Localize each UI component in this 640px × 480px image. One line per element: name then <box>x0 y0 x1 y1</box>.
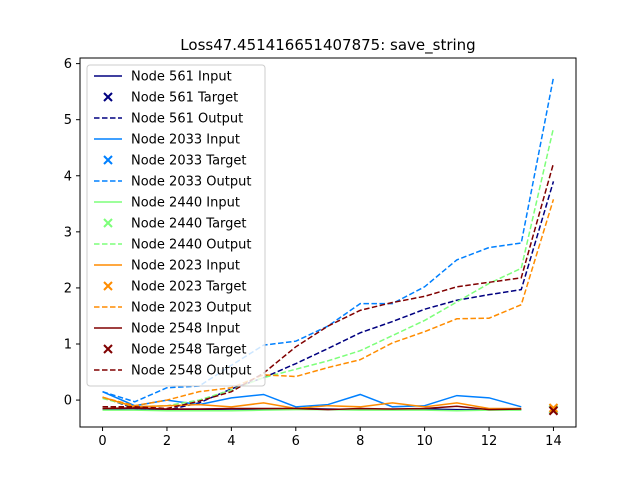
x-tick-label: 2 <box>163 434 171 449</box>
y-tick-label: 2 <box>64 281 72 296</box>
y-tick-label: 4 <box>64 169 72 184</box>
chart-title: Loss47.451416651407875: save_string <box>180 36 475 55</box>
legend-entry: Node 2548 Output <box>94 364 251 379</box>
legend-entry: Node 561 Output <box>94 112 243 127</box>
x-tick-label: 6 <box>292 434 300 449</box>
y-axis: 0 1 2 3 4 5 6 <box>64 57 80 409</box>
y-tick-label: 0 <box>64 394 72 409</box>
legend-entry: Node 2440 Target <box>103 217 247 232</box>
legend-label: Node 2023 Target <box>131 280 247 295</box>
legend-label: Node 2023 Output <box>131 301 251 316</box>
x-tick-label: 14 <box>545 434 562 449</box>
node-2023-output-line <box>102 199 555 407</box>
legend-label: Node 2440 Input <box>131 196 240 211</box>
legend-label: Node 2548 Input <box>131 322 240 337</box>
legend-label: Node 561 Input <box>131 70 232 85</box>
node-2033-input-line <box>102 390 522 408</box>
y-tick-label: 5 <box>64 113 72 128</box>
legend-target-swatch <box>103 344 113 354</box>
legend-label: Node 2033 Target <box>131 154 247 169</box>
legend-target-swatch <box>103 155 113 165</box>
plot-area <box>79 57 577 428</box>
node-2023-input-line <box>102 396 522 410</box>
node-561-output-line <box>102 181 555 411</box>
y-tick-label: 6 <box>64 57 72 72</box>
legend-entry: Node 2033 Output <box>94 175 251 190</box>
legend-label: Node 2440 Output <box>131 238 251 253</box>
x-tick-label: 12 <box>481 434 498 449</box>
legend-label: Node 561 Output <box>131 112 243 127</box>
y-tick-label: 3 <box>64 225 72 240</box>
legend-target-swatch <box>103 92 113 102</box>
legend-entry: Node 2033 Input <box>94 133 240 148</box>
legend-label: Node 2548 Target <box>131 343 247 358</box>
legend-label: Node 2548 Output <box>131 364 251 379</box>
node-2440-output-line <box>102 127 555 408</box>
x-axis: 0 2 4 6 8 10 12 14 <box>98 427 562 449</box>
legend-target-swatch <box>103 218 113 228</box>
plot-frame <box>79 57 577 428</box>
legend-entry: Node 2023 Target <box>103 280 247 295</box>
legend-label: Node 561 Target <box>131 91 238 106</box>
x-tick-label: 10 <box>416 434 433 449</box>
legend-box <box>86 64 266 387</box>
legend-entry: Node 2440 Output <box>94 238 251 253</box>
node-2548-output-line <box>102 163 555 410</box>
legend-entry: Node 2033 Target <box>103 154 247 169</box>
legend-entry: Node 2023 Output <box>94 301 251 316</box>
node-2548-input-line <box>102 405 522 411</box>
legend: Node 561 Input Node 561 Target Node 561 Ou… <box>86 64 266 387</box>
node-2548-target-marker <box>548 406 559 416</box>
legend-target-swatch <box>103 281 113 291</box>
legend-entry: Node 2023 Input <box>94 259 240 274</box>
x-tick-label: 8 <box>356 434 364 449</box>
legend-entry: Node 561 Input <box>94 70 232 85</box>
legend-label: Node 2440 Target <box>131 217 247 232</box>
x-tick-label: 4 <box>227 434 235 449</box>
legend-label: Node 2033 Input <box>131 133 240 148</box>
node-2023-target-marker <box>548 403 559 413</box>
legend-entry: Node 2548 Target <box>103 343 247 358</box>
legend-entry: Node 561 Target <box>103 91 238 106</box>
x-tick-label: 0 <box>98 434 106 449</box>
legend-entry: Node 2548 Input <box>94 322 240 337</box>
legend-entry: Node 2440 Input <box>94 196 240 211</box>
legend-label: Node 2023 Input <box>131 259 240 274</box>
legend-label: Node 2033 Output <box>131 175 251 190</box>
y-tick-label: 1 <box>64 338 72 353</box>
